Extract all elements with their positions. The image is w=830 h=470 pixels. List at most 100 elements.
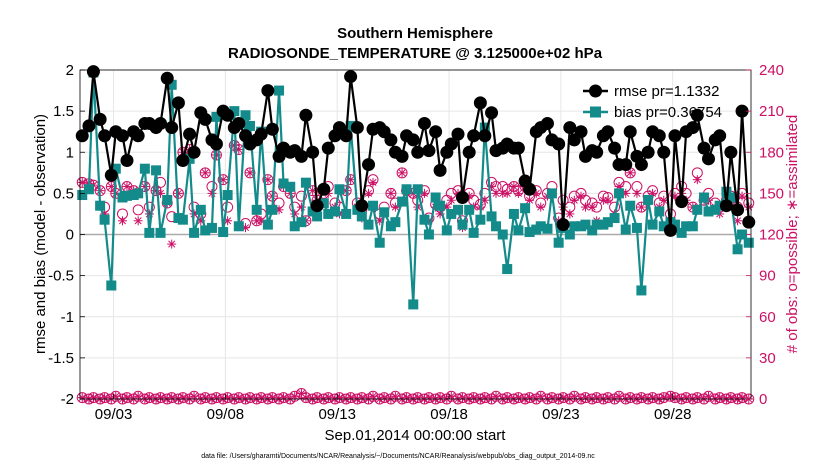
y-tick-label: -0.5: [48, 268, 74, 285]
obs-assimilated-marker: [692, 175, 702, 185]
bias-point: [491, 221, 502, 232]
asterisk-stroke: [503, 394, 511, 402]
bias-point: [419, 214, 430, 225]
obs-assimilated-bottom-marker: [659, 393, 669, 403]
rmse-point: [702, 152, 716, 166]
asterisk-stroke: [358, 394, 366, 402]
x-tick-label: 09/28: [654, 406, 692, 423]
asterisk-stroke: [403, 394, 411, 402]
rmse-point: [406, 133, 420, 147]
obs-assimilated-bottom-marker: [580, 393, 590, 403]
asterisk-stroke: [633, 189, 641, 197]
asterisk-stroke: [526, 394, 534, 402]
bias-point: [368, 200, 379, 211]
rmse-point: [455, 190, 469, 204]
y-tick-label: 0.5: [53, 185, 74, 202]
bias-point: [542, 223, 553, 234]
obs-assimilated-bottom-marker: [178, 393, 188, 403]
asterisk-stroke: [716, 394, 724, 402]
bias-point: [110, 163, 121, 174]
legend-rmse-label: rmse pr=1.1332: [614, 83, 719, 100]
rmse-point: [451, 127, 465, 141]
asterisk-stroke: [347, 394, 355, 402]
asterisk-stroke: [492, 189, 500, 197]
rmse-point: [183, 127, 197, 141]
obs-assimilated-bottom-marker: [334, 393, 344, 403]
obs-possible-marker: [385, 187, 397, 199]
y-right-axis-ticks: 240 210 180 150 120 90 60 30 0: [746, 62, 784, 408]
rmse-point: [165, 121, 179, 135]
bias-point: [285, 181, 296, 192]
bias-point: [647, 219, 658, 230]
bias-point: [334, 184, 345, 195]
rmse-point: [120, 153, 134, 167]
obs-assimilated-bottom-marker: [88, 393, 98, 403]
bias-point: [233, 221, 244, 232]
rmse-point: [339, 129, 353, 143]
asterisk-stroke: [118, 217, 127, 225]
bias-point: [345, 120, 356, 131]
obs-assimilated-marker: [397, 168, 407, 178]
bias-point: [267, 204, 278, 215]
bias-point: [658, 221, 669, 232]
asterisk-stroke: [734, 217, 742, 225]
bias-point: [83, 184, 94, 195]
bias-point: [356, 211, 367, 222]
obs-assimilated-bottom-marker: [167, 393, 177, 403]
rmse-point: [663, 223, 677, 237]
legend: rmse pr=1.1332 bias pr=0.36754: [583, 83, 722, 121]
obs-possible-bottom-marker: [110, 390, 122, 402]
obs-assimilated-bottom-marker: [670, 393, 680, 403]
obs-assimilated-bottom-marker: [592, 393, 602, 403]
rmse-point: [619, 158, 633, 172]
rmse-point: [362, 158, 376, 172]
asterisk-stroke: [537, 203, 545, 211]
y-right-tick-label: 240: [759, 62, 784, 79]
asterisk-stroke: [280, 394, 288, 402]
y-right-tick-label: 210: [759, 103, 784, 120]
rmse-point: [686, 121, 700, 135]
asterisk-stroke: [224, 217, 232, 225]
obs-possible-marker: [396, 167, 408, 179]
y-right-tick-label: 90: [759, 268, 776, 285]
obs-assimilated-bottom-marker: [223, 393, 233, 403]
asterisk-stroke: [414, 394, 422, 402]
asterisk-stroke: [458, 394, 467, 402]
bias-point: [278, 178, 289, 189]
asterisk-stroke: [577, 192, 585, 200]
obs-assimilated-bottom-marker: [323, 393, 333, 403]
obs-assimilated-bottom-marker: [737, 393, 747, 403]
obs-possible-bottom-marker: [389, 390, 401, 402]
bias-point: [177, 214, 188, 225]
asterisk-stroke: [156, 394, 165, 402]
rmse-point: [310, 199, 324, 213]
bias-point: [423, 229, 434, 240]
bias-point: [692, 204, 703, 215]
bias-point: [412, 184, 423, 195]
obs-possible-bottom-marker: [535, 390, 547, 402]
bias-point: [625, 200, 636, 211]
bias-point: [486, 211, 497, 222]
asterisk-stroke: [581, 394, 590, 402]
bias-point: [189, 227, 200, 238]
bias-point: [580, 219, 591, 230]
rmse-point: [563, 121, 577, 135]
rmse-point: [623, 125, 637, 139]
asterisk-stroke: [179, 394, 187, 402]
y-right-tick-label: 120: [759, 227, 784, 244]
bias-point: [441, 225, 452, 236]
rmse-point: [82, 119, 96, 133]
obs-assimilated-bottom-marker: [402, 393, 412, 403]
asterisk-stroke: [324, 394, 332, 402]
bias-point: [323, 208, 334, 219]
asterisk-stroke: [201, 394, 209, 402]
bias-point: [591, 219, 602, 230]
obs-assimilated-marker: [513, 188, 523, 198]
obs-assimilated-marker: [491, 188, 501, 198]
bias-point: [274, 85, 285, 96]
bias-point: [211, 111, 222, 122]
bias-point: [732, 244, 743, 255]
bias-point: [636, 285, 647, 296]
bias-point: [300, 177, 311, 188]
y-right-tick-label: 180: [759, 144, 784, 161]
